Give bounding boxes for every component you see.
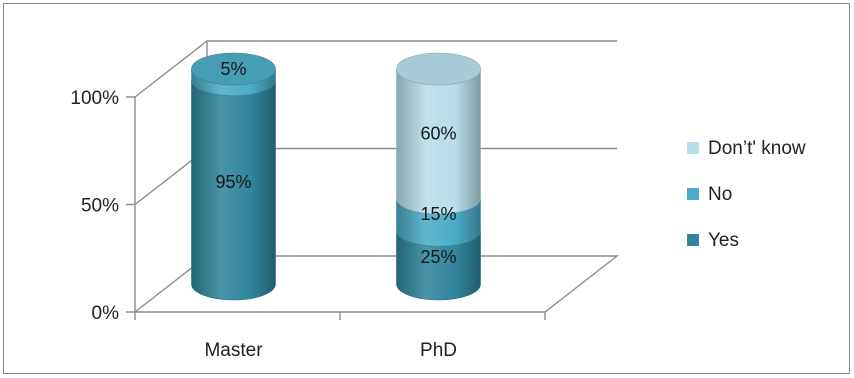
data-label: 95% — [215, 172, 251, 192]
legend-label: Yes — [708, 230, 739, 251]
data-label: 15% — [420, 204, 456, 224]
legend-label: No — [708, 184, 732, 205]
legend-swatch — [687, 234, 699, 246]
y-tick-label: 100% — [70, 88, 119, 109]
y-tick-label: 0% — [92, 303, 120, 324]
x-tick-label: Master — [204, 340, 263, 361]
gridline — [132, 255, 620, 313]
legend: Don’t' know No Yes — [687, 138, 806, 251]
legend-swatch — [687, 142, 699, 154]
x-tick-label: PhD — [420, 340, 457, 361]
data-label: 25% — [420, 247, 456, 267]
data-label: 60% — [420, 124, 456, 144]
gridline — [134, 40, 617, 98]
bars — [191, 52, 481, 301]
bar-top-cap — [191, 52, 276, 86]
legend-swatch — [687, 188, 699, 200]
y-tick-label: 50% — [81, 196, 119, 217]
bar-top-cap — [396, 52, 481, 86]
legend-label: Don’t' know — [708, 138, 806, 159]
axes: 0% 50% 100% Master PhD — [70, 88, 546, 361]
data-label: 5% — [220, 59, 246, 79]
labels: 95% 5% 25% 15% 60% — [215, 59, 456, 267]
